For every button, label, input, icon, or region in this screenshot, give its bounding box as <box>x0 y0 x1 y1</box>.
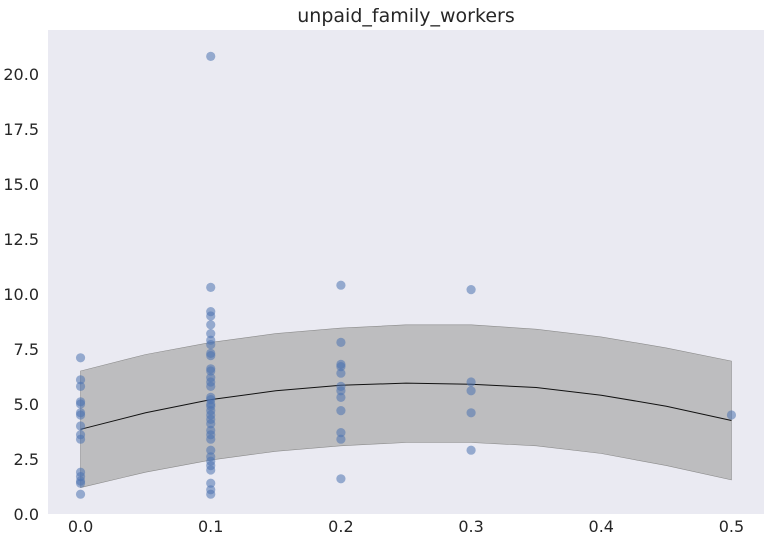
data-point <box>336 386 346 396</box>
data-point <box>206 51 216 62</box>
y-tick-label: 17.5 <box>3 120 39 139</box>
y-axis-ticks: 0.0 2.5 5.0 7.5 10.0 12.5 15.0 17.5 20.0 <box>3 65 39 524</box>
data-point <box>206 329 216 339</box>
y-tick-label: 10.0 <box>3 285 39 304</box>
data-point <box>336 280 346 290</box>
x-tick-label: 0.2 <box>328 517 353 536</box>
data-point <box>206 445 216 455</box>
data-point <box>206 320 216 330</box>
x-tick-label: 0.1 <box>198 517 223 536</box>
data-point <box>206 489 216 499</box>
y-tick-label: 0.0 <box>14 505 39 524</box>
data-point <box>466 445 476 455</box>
data-point <box>336 362 346 372</box>
chart-title: unpaid_family_workers <box>297 5 514 27</box>
data-point <box>75 375 86 385</box>
data-point <box>726 410 737 420</box>
data-point <box>75 489 86 499</box>
data-point <box>466 386 476 396</box>
data-point <box>75 410 86 420</box>
y-tick-label: 5.0 <box>14 395 39 414</box>
data-point <box>75 434 86 444</box>
x-tick-label: 0.4 <box>589 517 614 536</box>
fit-line-layer <box>80 382 732 430</box>
x-tick-label: 0.3 <box>458 517 483 536</box>
data-point <box>336 392 346 402</box>
x-tick-label: 0.5 <box>719 517 744 536</box>
data-point <box>206 282 216 292</box>
data-point <box>75 381 86 391</box>
data-point <box>336 406 346 416</box>
data-point <box>466 408 476 418</box>
data-point <box>75 399 86 409</box>
data-point <box>466 377 476 387</box>
data-point <box>206 340 216 350</box>
data-point <box>336 474 346 484</box>
y-tick-label: 20.0 <box>3 65 39 84</box>
data-point <box>206 381 216 391</box>
fit-line <box>80 382 732 430</box>
x-tick-label: 0.0 <box>68 517 93 536</box>
data-point <box>336 337 346 347</box>
data-point <box>206 366 216 376</box>
data-point <box>206 311 216 321</box>
data-point <box>336 368 346 378</box>
data-point <box>336 428 346 438</box>
data-point <box>206 419 216 429</box>
data-point <box>206 351 216 361</box>
data-point <box>206 434 216 444</box>
data-points-layer <box>75 51 737 499</box>
data-point <box>206 465 216 475</box>
y-tick-label: 7.5 <box>14 340 39 359</box>
x-axis-ticks: 0.0 0.1 0.2 0.3 0.4 0.5 <box>68 517 744 536</box>
confidence-band <box>80 324 732 488</box>
y-tick-label: 12.5 <box>3 230 39 249</box>
y-tick-label: 2.5 <box>14 450 39 469</box>
data-point <box>75 421 86 431</box>
data-point <box>206 478 216 488</box>
confidence-band-layer <box>80 324 732 488</box>
data-point <box>75 478 86 488</box>
data-point <box>336 434 346 444</box>
data-point <box>466 285 476 295</box>
data-point <box>75 353 86 363</box>
y-tick-label: 15.0 <box>3 175 39 194</box>
